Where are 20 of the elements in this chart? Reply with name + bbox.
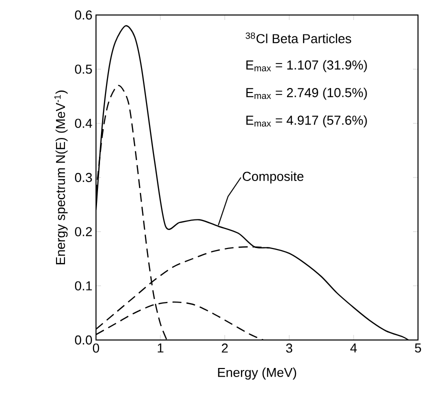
y-tick-label: 0.3	[74, 172, 92, 182]
annotation: E$_{max}$ = 2.749 (10.5%)	[246, 88, 367, 100]
x-tick-label: 1	[158, 344, 164, 352]
x-tick-label: 5	[414, 344, 422, 353]
y-tick-label: 0.0	[74, 335, 92, 345]
annotation: $^{38}$Cl Beta Particles	[246, 32, 352, 44]
y-tick-label: 0.2	[74, 227, 92, 236]
y-axis-title: Energy spectrum N(E) (MeV$^{-1}$)	[54, 90, 68, 264]
x-tick-label: 2	[222, 344, 228, 353]
annotation: E$_{max}$ = 1.107 (31.9%)	[246, 60, 367, 72]
y-tick-label: 0.6	[74, 10, 92, 20]
x-tick-label: 4	[350, 344, 357, 352]
y-tick-label: 0.5	[74, 64, 92, 74]
text: Composite	[242, 171, 304, 184]
x-axis-title: Energy (MeV)	[218, 368, 296, 380]
x-tick-label: 3	[286, 344, 292, 353]
y-tick-label: 0.4	[74, 118, 92, 128]
y-tick-label: 0.1	[74, 281, 92, 290]
annotation: E$_{max}$ = 4.917 (57.6%)	[246, 115, 367, 128]
x-tick-label: 0	[92, 344, 100, 353]
